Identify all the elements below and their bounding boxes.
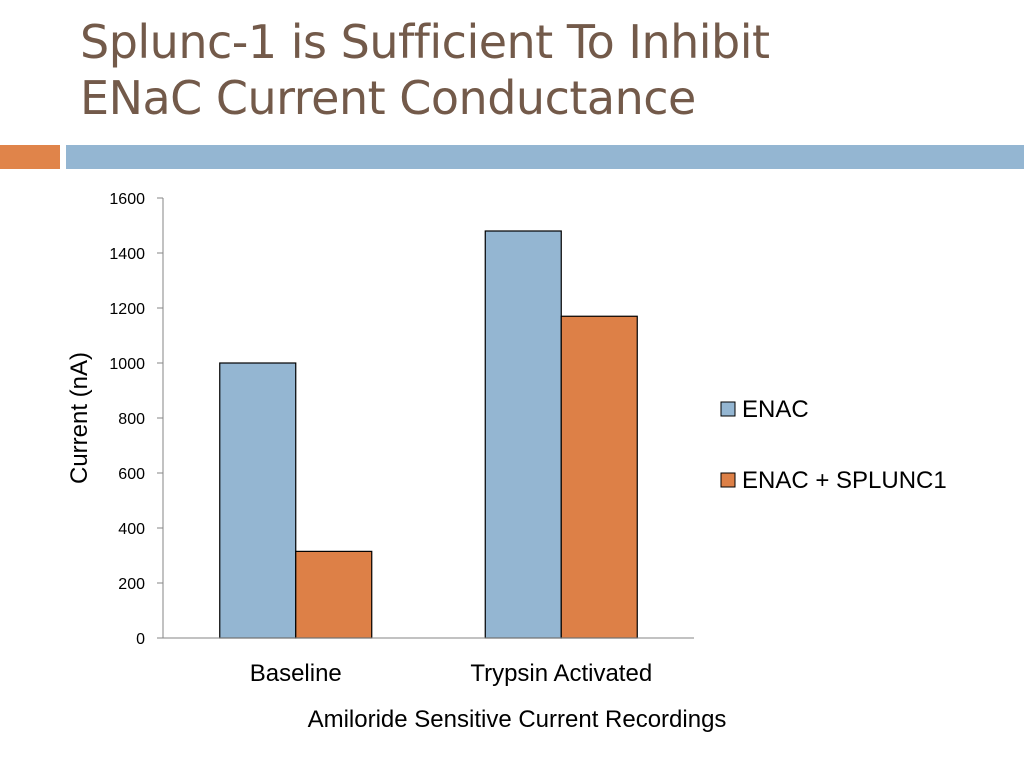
y-tick-label: 1200 (109, 301, 145, 318)
y-tick-label: 800 (118, 411, 145, 428)
chart-bars (219, 230, 638, 639)
y-tick-label: 600 (118, 466, 145, 483)
legend-swatch (720, 472, 736, 488)
slide-title: Splunc-1 is Sufficient To Inhibit ENaC C… (80, 14, 980, 126)
bar-enac-trypsin (484, 230, 562, 639)
x-axis-label: Amiloride Sensitive Current Recordings (308, 706, 727, 733)
y-tick-label: 400 (118, 521, 145, 538)
legend: ENAC ENAC + SPLUNC1 (720, 396, 947, 494)
legend-label: ENAC (742, 396, 809, 423)
x-tick-label: Baseline (250, 660, 342, 687)
y-tick-label: 0 (136, 631, 145, 648)
y-tick-label: 1000 (109, 356, 145, 373)
x-axis-category-labels: Baseline Trypsin Activated (250, 660, 652, 687)
bar-enac-baseline (219, 362, 297, 639)
y-tick-label: 200 (118, 576, 145, 593)
legend-swatch (720, 401, 736, 417)
bar-enac-splunc1-baseline (295, 550, 373, 639)
slide-title-line-1: Splunc-1 is Sufficient To Inhibit (80, 15, 770, 69)
accent-bar-blue (66, 145, 1024, 169)
y-tick-label: 1600 (109, 191, 145, 208)
y-axis-ticks: 0 200 400 600 800 1000 1200 1400 1600 (109, 191, 163, 648)
bar-enac-splunc1-trypsin (560, 315, 638, 639)
y-axis-label: Current (nA) (66, 352, 93, 484)
x-tick-label: Trypsin Activated (470, 660, 652, 687)
slide-title-line-2: ENaC Current Conductance (80, 71, 696, 125)
y-tick-label: 1400 (109, 246, 145, 263)
accent-bar-orange (0, 145, 60, 169)
legend-label: ENAC + SPLUNC1 (742, 467, 947, 494)
